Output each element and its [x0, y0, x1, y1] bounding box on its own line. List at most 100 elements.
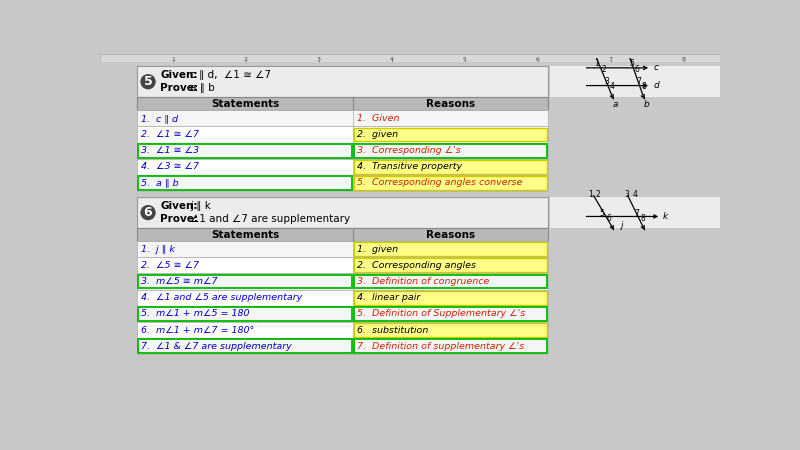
- Text: 5.  m∠1 + m∠5 = 180: 5. m∠1 + m∠5 = 180: [141, 310, 250, 319]
- Text: 2: 2: [602, 65, 606, 74]
- Text: 6: 6: [144, 206, 152, 219]
- Bar: [354, 127, 546, 141]
- Text: 3.  ∠1 ≅ ∠3: 3. ∠1 ≅ ∠3: [141, 146, 199, 155]
- Bar: [138, 143, 548, 159]
- Text: 2: 2: [244, 57, 248, 62]
- Text: 4: 4: [633, 190, 638, 199]
- Bar: [138, 307, 352, 321]
- Text: Reasons: Reasons: [426, 99, 475, 108]
- Text: 8: 8: [641, 82, 646, 91]
- Bar: [354, 323, 546, 337]
- Text: 2.  ∠1 ≅ ∠7: 2. ∠1 ≅ ∠7: [141, 130, 199, 139]
- Text: 5.  Definition of Supplementary ∠'s: 5. Definition of Supplementary ∠'s: [358, 310, 526, 319]
- Text: 7.  Definition of supplementary ∠'s: 7. Definition of supplementary ∠'s: [358, 342, 525, 351]
- Text: 5: 5: [144, 75, 153, 88]
- Text: 4.  ∠1 and ∠5 are supplementary: 4. ∠1 and ∠5 are supplementary: [141, 293, 302, 302]
- Text: Given:: Given:: [161, 201, 198, 211]
- Bar: [354, 274, 546, 288]
- Text: 1.  c ∥ d: 1. c ∥ d: [141, 114, 178, 123]
- Bar: [138, 306, 548, 322]
- Text: Statements: Statements: [211, 99, 279, 108]
- Bar: [138, 176, 352, 190]
- Text: d: d: [654, 81, 659, 90]
- Text: 6: 6: [536, 57, 539, 62]
- Text: 1: 1: [594, 59, 599, 68]
- Text: 6.  m∠1 + m∠7 = 180°: 6. m∠1 + m∠7 = 180°: [141, 325, 254, 334]
- Bar: [138, 159, 548, 175]
- Bar: [550, 197, 720, 228]
- Bar: [354, 291, 546, 305]
- Text: 5.  Corresponding angles converse: 5. Corresponding angles converse: [358, 179, 523, 188]
- Text: 3.  Definition of congruence: 3. Definition of congruence: [358, 277, 490, 286]
- Text: Prove:: Prove:: [161, 83, 198, 93]
- Bar: [138, 144, 352, 158]
- Text: 6: 6: [635, 65, 640, 74]
- Text: k: k: [662, 212, 668, 221]
- Text: 1.  j ∥ k: 1. j ∥ k: [141, 245, 175, 254]
- Text: Statements: Statements: [211, 230, 279, 239]
- Text: j: j: [620, 221, 622, 230]
- Text: j ∥ k: j ∥ k: [190, 201, 210, 211]
- Bar: [138, 97, 548, 110]
- Bar: [138, 290, 548, 306]
- Text: c: c: [654, 63, 658, 72]
- Bar: [354, 242, 546, 256]
- Text: 7: 7: [634, 209, 639, 218]
- Text: 7: 7: [609, 57, 613, 62]
- Text: 3.  m∠5 ≅ m∠7: 3. m∠5 ≅ m∠7: [141, 277, 218, 286]
- Text: 8: 8: [640, 214, 645, 223]
- Bar: [138, 110, 548, 126]
- Text: c ∥ d,  ∠1 ≅ ∠7: c ∥ d, ∠1 ≅ ∠7: [190, 70, 271, 80]
- Text: a ∥ b: a ∥ b: [190, 83, 214, 93]
- Text: 5: 5: [630, 59, 634, 68]
- Text: 6.  substitution: 6. substitution: [358, 325, 429, 334]
- Text: 1.  Given: 1. Given: [358, 114, 400, 123]
- Bar: [138, 126, 548, 143]
- Bar: [138, 66, 548, 97]
- Text: 8: 8: [682, 57, 686, 62]
- Text: 4.  linear pair: 4. linear pair: [358, 293, 421, 302]
- Text: 2.  given: 2. given: [358, 130, 398, 139]
- Circle shape: [141, 75, 155, 89]
- Bar: [100, 54, 720, 63]
- Bar: [354, 144, 546, 158]
- Text: 5: 5: [462, 57, 466, 62]
- Text: 3: 3: [625, 190, 630, 199]
- Text: 4: 4: [610, 82, 614, 91]
- Bar: [138, 228, 548, 241]
- Text: 7.  ∠1 & ∠7 are supplementary: 7. ∠1 & ∠7 are supplementary: [141, 342, 292, 351]
- Text: a: a: [613, 99, 618, 108]
- Bar: [354, 339, 546, 353]
- Bar: [138, 257, 548, 274]
- Text: 7: 7: [637, 77, 642, 86]
- Bar: [138, 175, 548, 191]
- Text: 4.  ∠3 ≅ ∠7: 4. ∠3 ≅ ∠7: [141, 162, 199, 171]
- Text: 2.  ∠5 ≅ ∠7: 2. ∠5 ≅ ∠7: [141, 261, 199, 270]
- Text: 5.  a ∥ b: 5. a ∥ b: [141, 179, 178, 188]
- Text: 5: 5: [599, 209, 604, 218]
- Text: 4.  Transitive property: 4. Transitive property: [358, 162, 462, 171]
- Bar: [138, 338, 548, 354]
- Bar: [354, 307, 546, 321]
- Circle shape: [141, 206, 155, 220]
- Bar: [138, 339, 352, 353]
- Bar: [354, 176, 546, 190]
- Bar: [138, 274, 352, 288]
- Text: 3: 3: [604, 77, 609, 86]
- Text: 1: 1: [171, 57, 175, 62]
- Bar: [138, 322, 548, 338]
- Bar: [138, 241, 548, 257]
- Text: 1.  given: 1. given: [358, 245, 398, 254]
- Bar: [138, 274, 548, 290]
- Text: Prove:: Prove:: [161, 214, 198, 224]
- Bar: [138, 197, 548, 228]
- Text: Given:: Given:: [161, 70, 198, 80]
- Text: 3.  Corresponding ∠'s: 3. Corresponding ∠'s: [358, 146, 462, 155]
- Text: 6: 6: [606, 214, 611, 223]
- Text: 1: 1: [588, 190, 593, 199]
- Text: b: b: [644, 99, 650, 108]
- Bar: [354, 160, 546, 174]
- Bar: [354, 258, 546, 272]
- Text: 2.  Corresponding angles: 2. Corresponding angles: [358, 261, 477, 270]
- Text: 2: 2: [596, 190, 601, 199]
